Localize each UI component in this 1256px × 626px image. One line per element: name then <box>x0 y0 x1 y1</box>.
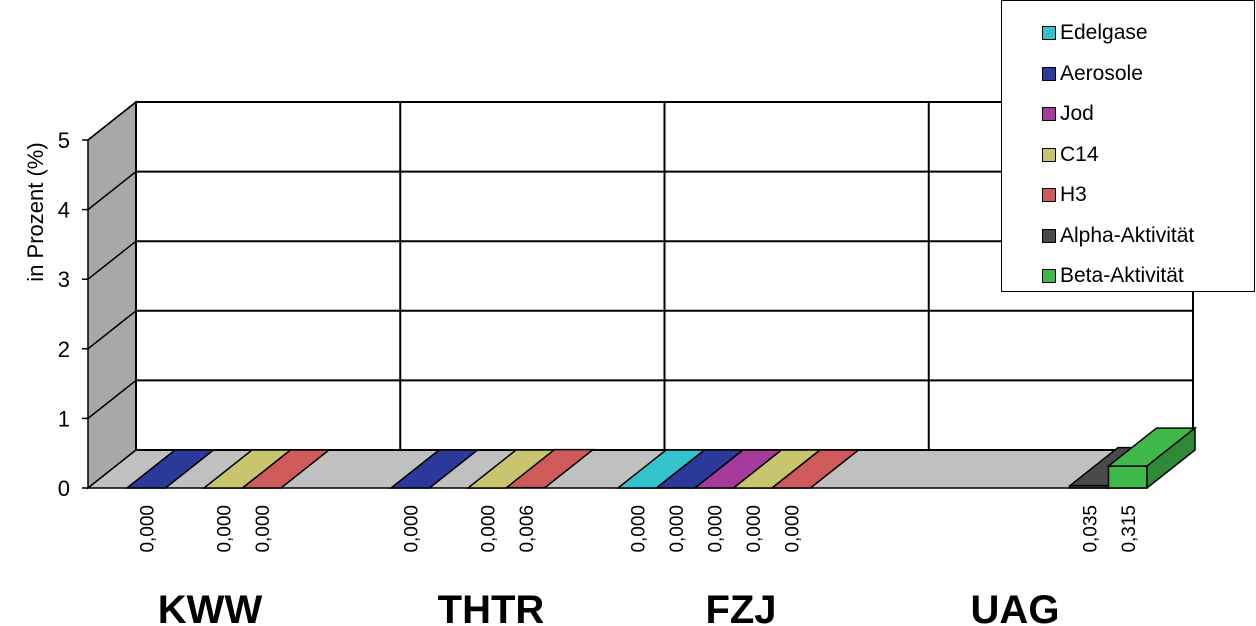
legend-swatch <box>1042 188 1056 202</box>
category-label-fzj: FZJ <box>705 588 776 626</box>
legend-swatch <box>1042 107 1056 121</box>
legend-label: Edelgase <box>1060 21 1148 44</box>
legend-swatch <box>1042 66 1056 81</box>
legend-label: Aerosole <box>1060 61 1143 85</box>
side-gridline <box>87 310 137 350</box>
bar-aerosole-kww <box>124 449 216 489</box>
y-axis-ticks: 0 1 2 3 4 5 <box>58 128 88 501</box>
bar-h3-fzj <box>769 449 861 489</box>
data-label: 0,000 <box>705 505 726 553</box>
legend-label: Jod <box>1060 102 1094 125</box>
data-label: 0,006 <box>517 505 538 553</box>
data-label: 0,000 <box>478 505 499 553</box>
data-label: 0,000 <box>214 505 235 553</box>
legend-item: Beta-Aktivität <box>1042 263 1184 289</box>
bar-top <box>124 449 216 489</box>
legend-swatch <box>1042 147 1056 162</box>
y-tick-label: 5 <box>58 128 70 153</box>
legend-label: Beta-Aktivität <box>1060 264 1184 287</box>
bar-top <box>388 449 480 489</box>
bar-h3-kww <box>240 449 332 489</box>
category-labels: KWW THTR FZJ UAG <box>158 588 1060 626</box>
category-label-thtr: THTR <box>438 588 545 626</box>
legend-label: H3 <box>1060 183 1087 206</box>
bar-side <box>1146 426 1196 490</box>
side-gridline <box>87 101 137 141</box>
legend-item: C14 <box>1042 142 1099 168</box>
legend-item: Aerosole <box>1042 61 1143 87</box>
category-label-uag: UAG <box>971 588 1060 626</box>
y-tick-label: 1 <box>58 406 70 431</box>
y-tick-label: 0 <box>58 476 70 501</box>
data-label: 0,035 <box>1080 505 1101 553</box>
legend-swatch <box>1042 26 1056 40</box>
side-wall <box>87 100 137 490</box>
legend-swatch <box>1042 269 1056 283</box>
bar-top <box>504 448 596 489</box>
side-gridline <box>87 171 137 211</box>
legend-item: Edelgase <box>1042 20 1148 46</box>
y-tick-label: 4 <box>58 198 70 223</box>
data-label: 0,315 <box>1119 505 1140 553</box>
legend-label: Alpha-Aktivität <box>1060 223 1195 247</box>
bar-front <box>1107 465 1148 489</box>
legend-item: Jod <box>1042 101 1094 127</box>
bar-top <box>240 449 332 489</box>
bars <box>124 426 1198 490</box>
legend-swatch <box>1042 228 1056 243</box>
side-gridline <box>87 379 137 419</box>
data-label: 0,000 <box>667 505 688 553</box>
data-label: 0,000 <box>253 505 274 553</box>
side-gridline <box>87 240 137 280</box>
bar-aerosole-thtr <box>388 449 480 489</box>
bar-top <box>769 449 861 489</box>
data-label: 0,000 <box>782 505 803 553</box>
data-label: 0,000 <box>137 505 158 553</box>
legend: Edelgase Aerosole Jod C14 H3 Alpha-Aktivität B… <box>1001 0 1255 292</box>
data-labels: 0,000 0,000 0,000 0,000 0,000 0,006 0,000 0,000… <box>137 505 1140 553</box>
data-label: 0,000 <box>628 505 649 553</box>
y-tick-label: 2 <box>58 337 70 362</box>
legend-item: Alpha-Aktivität <box>1042 223 1194 249</box>
data-label: 0,000 <box>401 505 422 553</box>
y-tick-label: 3 <box>58 267 70 292</box>
legend-item: H3 <box>1042 182 1087 208</box>
legend-label: C14 <box>1060 142 1099 166</box>
category-label-kww: KWW <box>158 588 263 626</box>
bar-h3-thtr <box>504 448 596 489</box>
y-axis-title: in Prozent (%) <box>23 142 48 281</box>
data-label: 0,000 <box>744 505 765 553</box>
bar-beta-aktivit-t-uag <box>1106 426 1198 490</box>
